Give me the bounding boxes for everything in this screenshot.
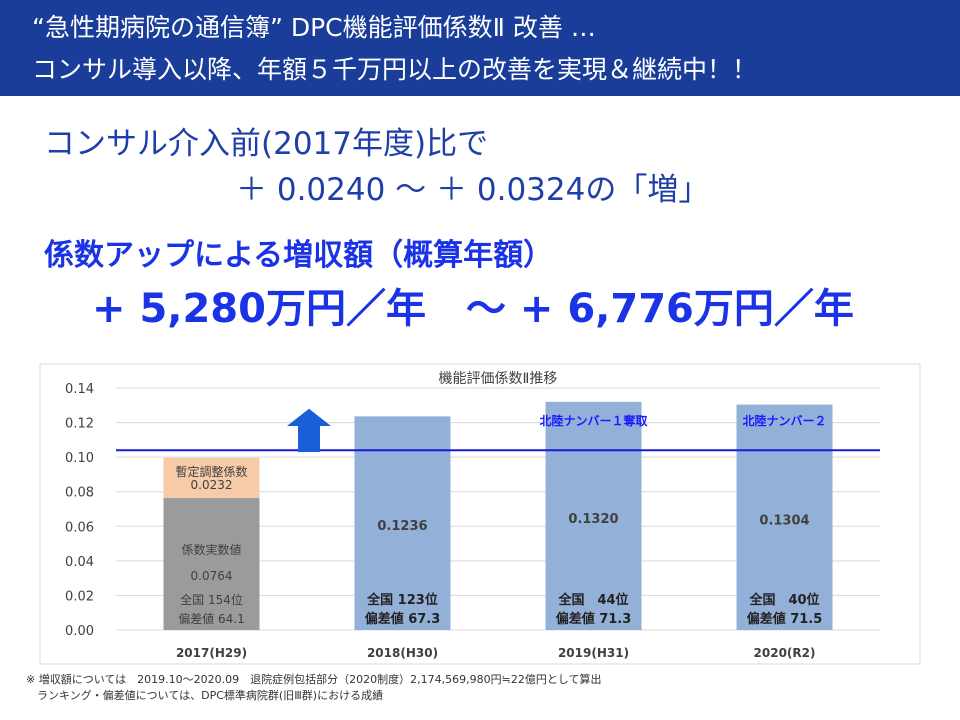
coefficient-chart: 機能評価係数Ⅱ推移 0.00 0.02 0.04 0.06 0.08 0.10 0.12 0.1… (39, 363, 921, 665)
footnote-line1: ※ 増収額については 2019.10～2020.09 退院症例包括部分（2020… (26, 673, 602, 686)
rank-label: 全国 123位 (366, 592, 438, 608)
footnote: ※ 増収額については 2019.10～2020.09 退院症例包括部分（2020… (26, 672, 602, 704)
x-tick-label: 2020(R2) (754, 646, 816, 660)
x-tick-label: 2017(H29) (176, 646, 247, 660)
y-tick-label: 0.04 (65, 555, 94, 570)
bar-value-label: 0.0764 (191, 569, 233, 583)
stack-top-name: 暫定調整係数 (175, 464, 247, 479)
y-tick-label: 0.02 (65, 589, 94, 604)
footnote-line2: ランキング・偏差値については、DPC標準病院群(旧Ⅲ群)における成績 (26, 689, 384, 702)
header-banner: “急性期病院の通信簿” DPC機能評価係数Ⅱ 改善 … コンサル導入以降、年額５… (0, 0, 960, 96)
comparison-line2: ＋ 0.0240 ～ ＋ 0.0324の「増」 (236, 172, 710, 208)
x-tick-label: 2019(H31) (558, 646, 629, 660)
header-title-line2: コンサル導入以降、年額５千万円以上の改善を実現＆継続中！！ (32, 55, 758, 84)
y-tick-label: 0.14 (65, 382, 94, 397)
stack-top-value: 0.0232 (191, 478, 233, 492)
bar-stack-top (163, 457, 260, 498)
y-tick-label: 0.08 (65, 486, 94, 501)
rank-label: 全国 40位 (748, 592, 819, 608)
deviation-label: 偏差値 71.5 (747, 611, 823, 627)
bar-value-label: 0.1320 (568, 512, 618, 527)
y-tick-label: 0.10 (65, 451, 94, 466)
y-tick-label: 0.06 (65, 520, 94, 535)
deviation-label: 偏差値 64.1 (178, 611, 245, 626)
bar-value-label: 0.1236 (377, 519, 427, 534)
deviation-label: 偏差値 67.3 (365, 611, 441, 627)
comparison-line1: コンサル介入前(2017年度)比で (44, 126, 489, 162)
bar-2020(R2) (736, 404, 833, 630)
increase-title: 係数アップによる増収額（概算年額） (44, 238, 554, 273)
chart-title: 機能評価係数Ⅱ推移 (439, 371, 558, 387)
bar-2018(H30) (354, 416, 451, 630)
stack-base-name: 係数実数値 (181, 542, 241, 557)
chart-svg: 機能評価係数Ⅱ推移 0.00 0.02 0.04 0.06 0.08 0.10 0.12 0.1… (39, 363, 921, 665)
deviation-label: 偏差値 71.3 (556, 611, 632, 627)
header-title-line1: “急性期病院の通信簿” DPC機能評価係数Ⅱ 改善 … (32, 13, 596, 42)
y-tick-label: 0.12 (65, 417, 94, 432)
rank-label: 全国 154位 (180, 592, 243, 607)
bar-value-label: 0.1304 (759, 513, 809, 528)
up-arrow-icon (287, 408, 331, 452)
rank-label: 全国 44位 (557, 592, 628, 608)
annotation-label: 北陸ナンバー１奪取 (539, 413, 647, 428)
bar-2019(H31) (545, 401, 642, 630)
bar-2017(H29) (163, 497, 260, 630)
annotation-label: 北陸ナンバー２ (742, 413, 826, 428)
x-tick-label: 2018(H30) (367, 646, 438, 660)
increase-value: + 5,280万円／年 ～ + 6,776万円／年 (92, 286, 854, 332)
y-tick-label: 0.00 (65, 624, 94, 639)
